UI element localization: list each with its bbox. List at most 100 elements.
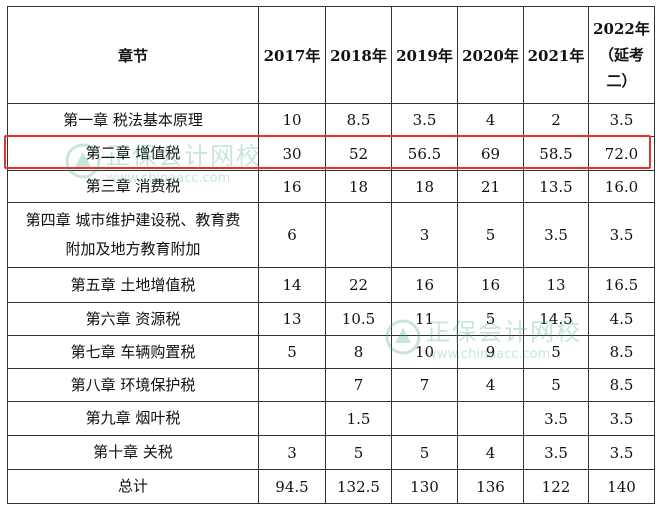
header-2022-line3: 二）: [606, 72, 637, 90]
value-cell: 3: [258, 435, 326, 470]
value-cell: 3.5: [588, 435, 655, 470]
value-cell: 3.5: [523, 401, 589, 436]
value-cell: [391, 401, 458, 436]
value-cell: 56.5: [391, 136, 458, 171]
chapter-cell: 第一章 税法基本原理: [7, 103, 259, 137]
header-year-2020: 2020年: [457, 6, 524, 104]
header-year-2019: 2019年: [391, 6, 458, 104]
value-cell: 18: [391, 170, 458, 203]
value-cell: 5: [523, 335, 589, 369]
value-cell: 7: [391, 368, 458, 402]
header-2022-line2: （延考: [598, 46, 644, 64]
table-row: 第三章 消费税 16 18 18 21 13.5 16.0: [7, 170, 655, 203]
value-cell: 8.5: [588, 335, 655, 369]
value-cell: 11: [391, 302, 458, 336]
chapter-cell: 第三章 消费税: [7, 170, 259, 203]
header-chapter: 章节: [7, 6, 259, 104]
table-row: 第七章 车辆购置税 5 8 10 9 5 8.5: [7, 335, 655, 369]
value-cell: 3.5: [588, 202, 655, 268]
value-cell: 7: [325, 368, 392, 402]
value-cell: 3.5: [588, 103, 655, 137]
table-row: 第六章 资源税 13 10.5 11 5 14.5 4.5: [7, 302, 655, 336]
value-cell: 9: [457, 335, 524, 369]
value-cell: 21: [457, 170, 524, 203]
value-cell: 18: [325, 170, 392, 203]
value-cell: [258, 368, 326, 402]
value-cell: 1.5: [325, 401, 392, 436]
value-cell: 14: [258, 267, 326, 303]
header-year-2022: 2022年 （延考 二）: [588, 6, 655, 104]
value-cell: [258, 401, 326, 436]
value-cell: 8.5: [325, 103, 392, 137]
value-cell: 3.5: [588, 401, 655, 436]
chapter-cell: 第八章 环境保护税: [7, 368, 259, 402]
value-cell: 52: [325, 136, 392, 171]
value-cell: 5: [258, 335, 326, 369]
chapter-cell: 第九章 烟叶税: [7, 401, 259, 436]
value-cell: 30: [258, 136, 326, 171]
value-cell: 136: [457, 469, 524, 504]
value-cell: 3.5: [523, 202, 589, 268]
chapter-cell: 第十章 关税: [7, 435, 259, 470]
value-cell: 13.5: [523, 170, 589, 203]
value-cell: 4: [457, 103, 524, 137]
value-cell: 22: [325, 267, 392, 303]
value-cell: 5: [325, 435, 392, 470]
value-cell: 5: [523, 368, 589, 402]
total-label: 总计: [7, 469, 259, 504]
value-cell: 58.5: [523, 136, 589, 171]
value-cell: 3.5: [523, 435, 589, 470]
value-cell: 5: [457, 202, 524, 268]
value-cell: [325, 202, 392, 268]
header-2022-line1: 2022年: [593, 20, 650, 38]
value-cell: 13: [523, 267, 589, 303]
table-row: 第五章 土地增值税 14 22 16 16 13 16.5: [7, 267, 655, 303]
value-cell: 13: [258, 302, 326, 336]
value-cell: 6: [258, 202, 326, 268]
chapter-cell: 第七章 车辆购置税: [7, 335, 259, 369]
table-row: 第一章 税法基本原理 10 8.5 3.5 4 2 3.5: [7, 103, 655, 137]
table-row-total: 总计 94.5 132.5 130 136 122 140: [7, 469, 655, 504]
chapter-cell: 第五章 土地增值税: [7, 267, 259, 303]
exam-score-table: 章节 2017年 2018年 2019年 2020年 2021年 2022年 （…: [7, 6, 655, 504]
value-cell: 140: [588, 469, 655, 504]
table-row: 第九章 烟叶税 1.5 3.5 3.5: [7, 401, 655, 436]
chapter-cell-line1: 第四章 城市维护建设税、教育费: [25, 211, 241, 229]
value-cell: 3.5: [391, 103, 458, 137]
value-cell: 94.5: [258, 469, 326, 504]
value-cell: 8.5: [588, 368, 655, 402]
chapter-cell: 第四章 城市维护建设税、教育费 附加及地方教育附加: [7, 202, 259, 268]
value-cell: 10: [258, 103, 326, 137]
table-row: 第十章 关税 3 5 5 4 3.5 3.5: [7, 435, 655, 470]
value-cell: 16: [391, 267, 458, 303]
header-year-2021: 2021年: [523, 6, 589, 104]
value-cell: 3: [391, 202, 458, 268]
value-cell: 122: [523, 469, 589, 504]
value-cell: 16: [457, 267, 524, 303]
table-row: 第四章 城市维护建设税、教育费 附加及地方教育附加 6 3 5 3.5 3.5: [7, 202, 655, 268]
value-cell: 72.0: [588, 136, 655, 171]
header-row: 章节 2017年 2018年 2019年 2020年 2021年 2022年 （…: [7, 6, 655, 104]
value-cell: 4: [457, 368, 524, 402]
header-year-2018: 2018年: [325, 6, 392, 104]
value-cell: 16: [258, 170, 326, 203]
value-cell: 8: [325, 335, 392, 369]
value-cell: 69: [457, 136, 524, 171]
value-cell: 5: [457, 302, 524, 336]
table-row-highlighted: 第二章 增值税 30 52 56.5 69 58.5 72.0: [7, 136, 655, 171]
value-cell: 2: [523, 103, 589, 137]
value-cell: 132.5: [325, 469, 392, 504]
value-cell: 4: [457, 435, 524, 470]
value-cell: 10.5: [325, 302, 392, 336]
value-cell: 14.5: [523, 302, 589, 336]
value-cell: 16.5: [588, 267, 655, 303]
value-cell: 130: [391, 469, 458, 504]
value-cell: [457, 401, 524, 436]
value-cell: 10: [391, 335, 458, 369]
value-cell: 4.5: [588, 302, 655, 336]
value-cell: 5: [391, 435, 458, 470]
chapter-cell: 第六章 资源税: [7, 302, 259, 336]
chapter-cell: 第二章 增值税: [7, 136, 259, 171]
chapter-cell-line2: 附加及地方教育附加: [65, 240, 201, 258]
header-year-2017: 2017年: [258, 6, 326, 104]
